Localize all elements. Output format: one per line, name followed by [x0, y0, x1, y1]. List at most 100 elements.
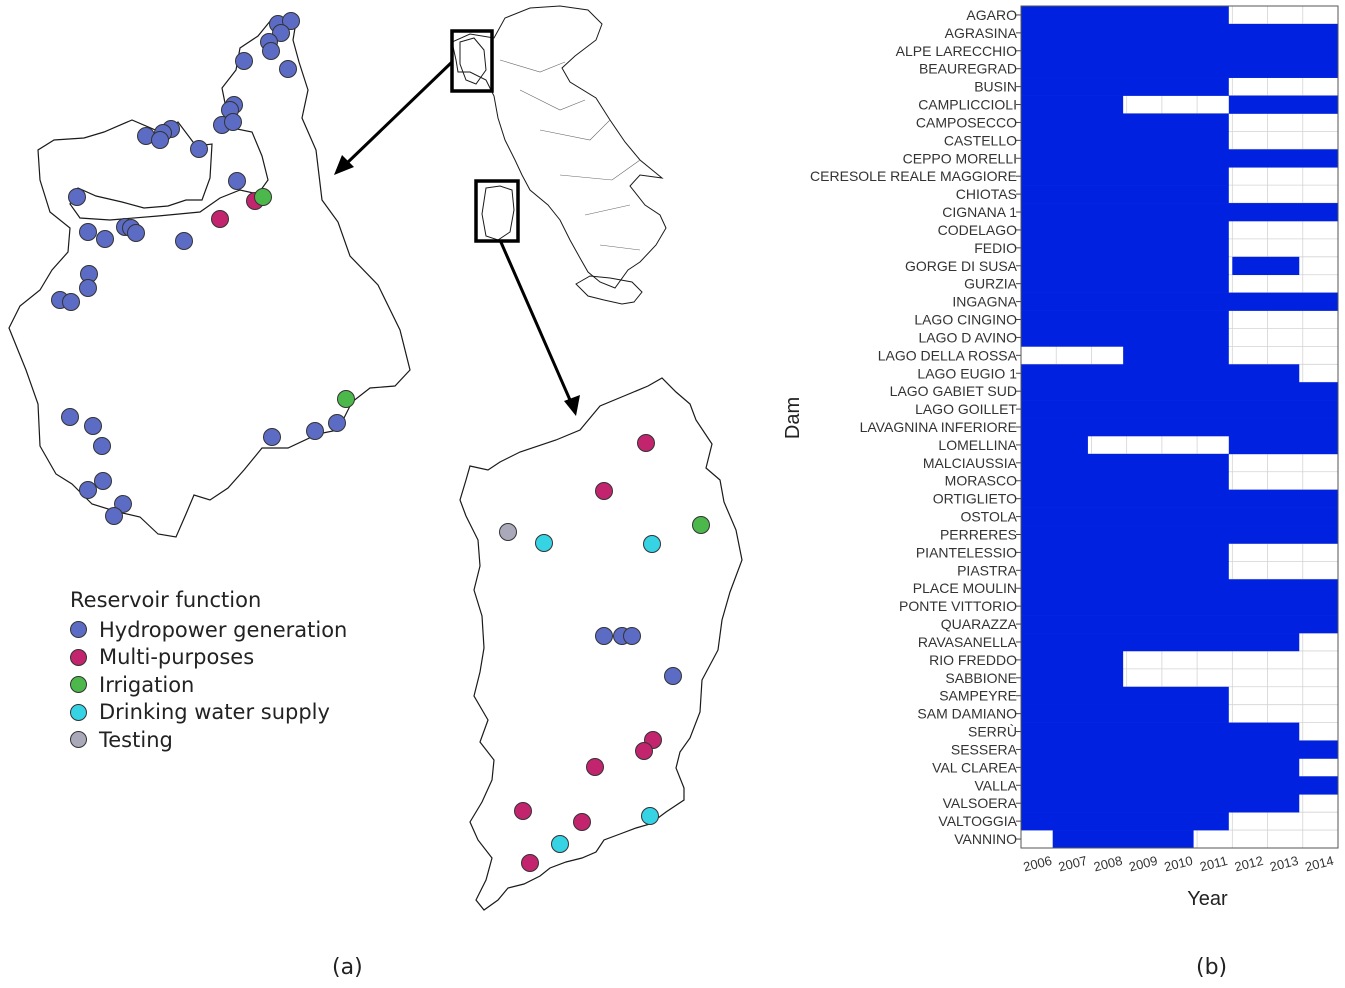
heatmap-bar: [1021, 704, 1229, 723]
heatmap-bar: [1021, 633, 1300, 652]
legend-swatch-hydropower: [70, 621, 87, 639]
legend-label-irrigation: Irrigation: [99, 672, 195, 697]
reservoir-marker-irr: [692, 516, 710, 534]
panel-label-b: (b): [1196, 955, 1228, 980]
y-tick-label: VALSOERA: [943, 795, 1018, 811]
x-axis-label: Year: [1187, 888, 1228, 910]
reservoir-marker-hydro: [105, 507, 123, 525]
reservoir-marker-hydro: [190, 140, 208, 158]
heatmap-bar: [1021, 722, 1300, 741]
heatmap-bar: [1021, 113, 1229, 132]
y-tick-label: ORTIGLIETO: [933, 491, 1017, 507]
y-tick-label: PIANTELESSIO: [916, 544, 1017, 560]
y-tick-label: INGAGNA: [952, 294, 1017, 310]
reservoir-marker-hydro: [96, 230, 114, 248]
reservoir-marker-irr: [337, 390, 355, 408]
sardinia-arrow: [498, 239, 572, 401]
heatmap-bar: [1021, 220, 1229, 240]
y-tick-label: AGARO: [966, 7, 1017, 23]
reservoir-marker-test: [499, 523, 517, 541]
y-tick-label: VANNINO: [954, 831, 1017, 847]
x-tick-label: 2007: [1057, 853, 1089, 875]
italy-outline: [451, 5, 667, 289]
y-tick-label: MALCIAUSSIA: [923, 455, 1018, 471]
y-tick-label: SERRÙ: [968, 724, 1017, 740]
heatmap-bar: [1123, 346, 1229, 365]
sicily-outline: [575, 275, 643, 305]
heatmap-bar: [1021, 185, 1229, 204]
sardinia-inset-outline: [481, 185, 515, 241]
y-tick-label: GORGE DI SUSA: [905, 258, 1018, 274]
reservoir-marker-hydro: [228, 172, 246, 190]
reservoir-marker-hydro: [94, 472, 112, 490]
heatmap-bar: [1021, 597, 1338, 616]
reservoir-marker-hydro: [79, 279, 97, 297]
heatmap-bar: [1228, 435, 1338, 455]
reservoir-marker-hydro: [664, 667, 682, 685]
sardinia-arrowhead: [564, 395, 580, 416]
y-tick-label: BUSIN: [974, 79, 1017, 95]
heatmap-bar: [1021, 543, 1229, 562]
reservoir-marker-hydro: [114, 495, 132, 513]
y-tick-label: LAGO GABIET SUD: [890, 383, 1017, 399]
reservoir-marker-multi: [514, 802, 532, 820]
heatmap-bar: [1021, 579, 1338, 598]
piedmont-region-outline: [8, 17, 411, 538]
legend-item-hydropower: Hydropower generation: [70, 616, 347, 644]
reservoir-marker-hydro: [93, 437, 111, 455]
y-tick-label: VAL CLAREA: [932, 759, 1017, 775]
legend-swatch-irrigation: [70, 676, 87, 694]
heatmap-bar: [1021, 418, 1338, 437]
reservoir-marker-multi: [595, 482, 613, 500]
heatmap-bar: [1021, 6, 1229, 25]
y-tick-label: AGRASINA: [945, 25, 1018, 41]
heatmap-bar: [1021, 77, 1229, 96]
reservoir-marker-hydro: [151, 131, 169, 149]
y-tick-label: SABBIONE: [945, 670, 1017, 686]
y-tick-label: CASTELLO: [944, 132, 1017, 148]
heatmap-bar: [1021, 203, 1338, 222]
legend: Reservoir function Hydropower generation…: [70, 588, 347, 754]
x-tick-label: 2013: [1268, 853, 1300, 875]
y-tick-label: RAVASANELLA: [918, 634, 1018, 650]
heatmap-bar: [1021, 256, 1229, 276]
y-tick-label: LAGO EUGIO 1: [917, 365, 1017, 381]
y-tick-label: ALPE LARECCHIO: [896, 43, 1017, 59]
legend-item-testing: Testing: [70, 726, 347, 754]
heatmap-bar: [1021, 131, 1229, 150]
y-tick-label: SESSERA: [951, 741, 1018, 757]
x-tick-label: 2006: [1022, 853, 1054, 875]
reservoir-marker-multi: [573, 813, 591, 831]
reservoir-marker-hydro: [84, 417, 102, 435]
heatmap-bar: [1021, 453, 1229, 473]
heatmap-bar: [1021, 400, 1338, 419]
y-tick-label: LOMELLINA: [938, 437, 1017, 453]
reservoir-marker-hydro: [224, 113, 242, 131]
legend-item-multi-purposes: Multi-purposes: [70, 644, 347, 672]
reservoir-marker-drink: [641, 807, 659, 825]
y-tick-label: CERESOLE REALE MAGGIORE: [810, 168, 1017, 184]
y-tick-label: GURZIA: [964, 276, 1018, 292]
heatmap-bar: [1021, 812, 1229, 831]
reservoir-marker-hydro: [235, 52, 253, 70]
legend-title: Reservoir function: [70, 588, 262, 612]
legend-swatch-drinking-water: [70, 703, 87, 721]
heatmap-bar: [1052, 830, 1194, 849]
reservoir-marker-hydro: [595, 627, 613, 645]
y-tick-label: CIGNANA 1: [942, 204, 1017, 220]
heatmap-bar: [1021, 686, 1229, 705]
panel-label-a: (a): [332, 955, 363, 980]
reservoir-marker-multi: [586, 758, 604, 776]
reservoir-marker-multi: [635, 742, 653, 760]
y-tick-label: PERRERES: [940, 526, 1017, 542]
y-tick-label: RIO FREDDO: [929, 652, 1017, 668]
heatmap-bar: [1021, 758, 1300, 777]
reservoir-marker-hydro: [262, 42, 280, 60]
reservoir-marker-drink: [643, 535, 661, 553]
reservoir-marker-hydro: [79, 481, 97, 499]
y-tick-label: FEDIO: [974, 240, 1017, 256]
heatmap-bar: [1021, 292, 1338, 311]
heatmap-bar: [1021, 525, 1338, 544]
legend-item-drinking-water: Drinking water supply: [70, 699, 347, 727]
reservoir-marker-hydro: [79, 223, 97, 241]
